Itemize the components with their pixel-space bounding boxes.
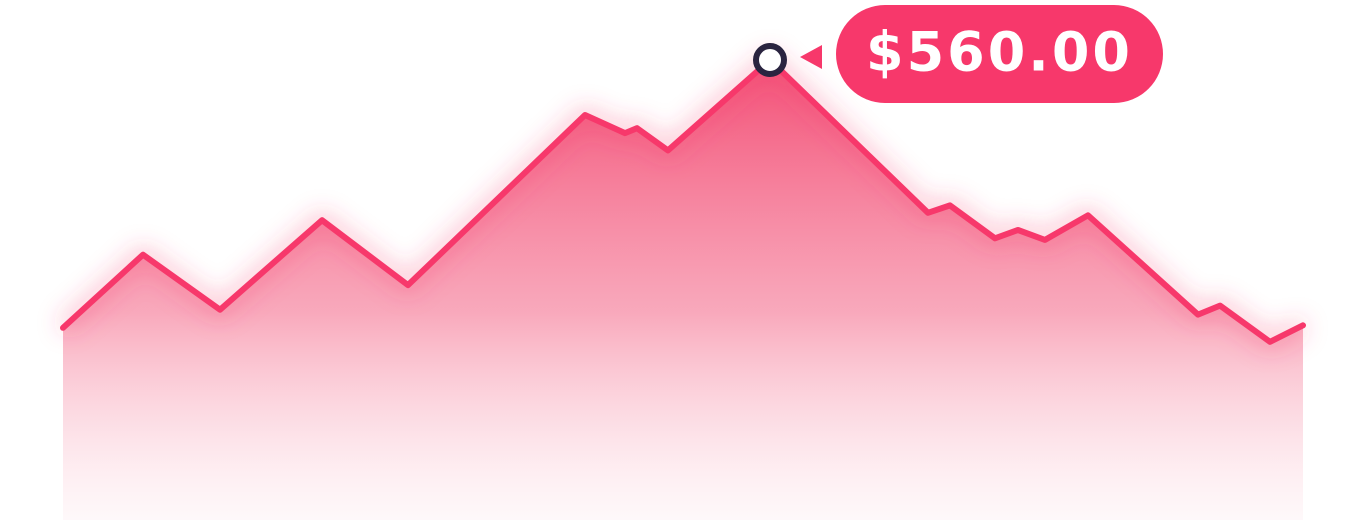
- area-fill: [63, 60, 1303, 520]
- tooltip-pointer: [800, 45, 822, 69]
- point-marker: [753, 43, 787, 77]
- line: [60, 57, 1306, 345]
- tooltip: $560.00: [800, 5, 1163, 103]
- plot-area: $560.00: [58, 5, 1307, 520]
- tooltip-box: [836, 5, 1163, 103]
- tooltip-label: $560.00: [866, 21, 1133, 84]
